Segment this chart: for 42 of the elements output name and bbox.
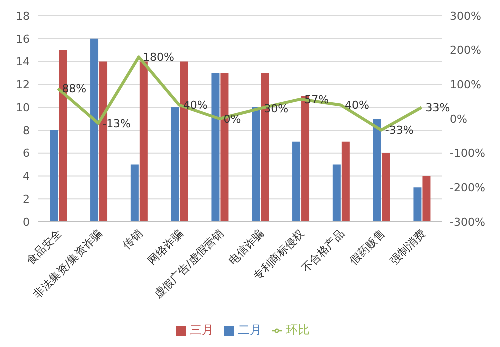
bar [90, 38, 99, 222]
y2-tick-label: 300% [450, 10, 482, 23]
y2-tick-label: -200% [450, 182, 486, 195]
y-tick-label: 6 [23, 147, 30, 160]
x-tick-label: 传销 [120, 227, 146, 252]
y2-tick-label: -100% [450, 147, 486, 160]
y-tick-label: 14 [16, 56, 30, 69]
y-tick-label: 10 [16, 101, 30, 114]
y2-tick-label: 100% [450, 78, 482, 92]
x-tick-label: 强制消费 [388, 227, 428, 268]
y-tick-label: 2 [23, 193, 30, 206]
legend-label: 环比 [286, 323, 310, 337]
data-label: -33% [385, 124, 414, 138]
bar [422, 176, 431, 222]
data-label: 40% [345, 99, 370, 112]
bar [140, 62, 148, 222]
legend-label: 三月 [190, 323, 214, 337]
y-tick-label: 12 [16, 78, 30, 92]
bar [332, 164, 341, 222]
legend-label: 二月 [238, 323, 262, 337]
bar [50, 130, 58, 222]
y-tick-label: 18 [16, 10, 30, 23]
data-label: 33% [426, 102, 450, 115]
bar [382, 153, 390, 222]
bar [414, 188, 422, 222]
bar [171, 108, 180, 222]
y-tick-label: 16 [16, 32, 30, 46]
bar [292, 142, 301, 222]
bar [252, 108, 260, 222]
bar [130, 164, 139, 222]
bar [212, 73, 220, 222]
y2-tick-label: 0% [450, 112, 468, 126]
y-tick-label: 4 [23, 170, 30, 184]
y-tick-label: 0 [23, 216, 30, 229]
x-tick-label: 假药贩售 [347, 227, 388, 268]
data-label: 180% [143, 51, 174, 64]
y2-tick-label: -300% [450, 216, 486, 229]
y-tick-label: 8 [23, 124, 30, 138]
data-label: 57% [304, 93, 330, 106]
bar [373, 119, 382, 222]
y2-tick-label: 200% [450, 44, 482, 58]
bar [342, 142, 350, 222]
